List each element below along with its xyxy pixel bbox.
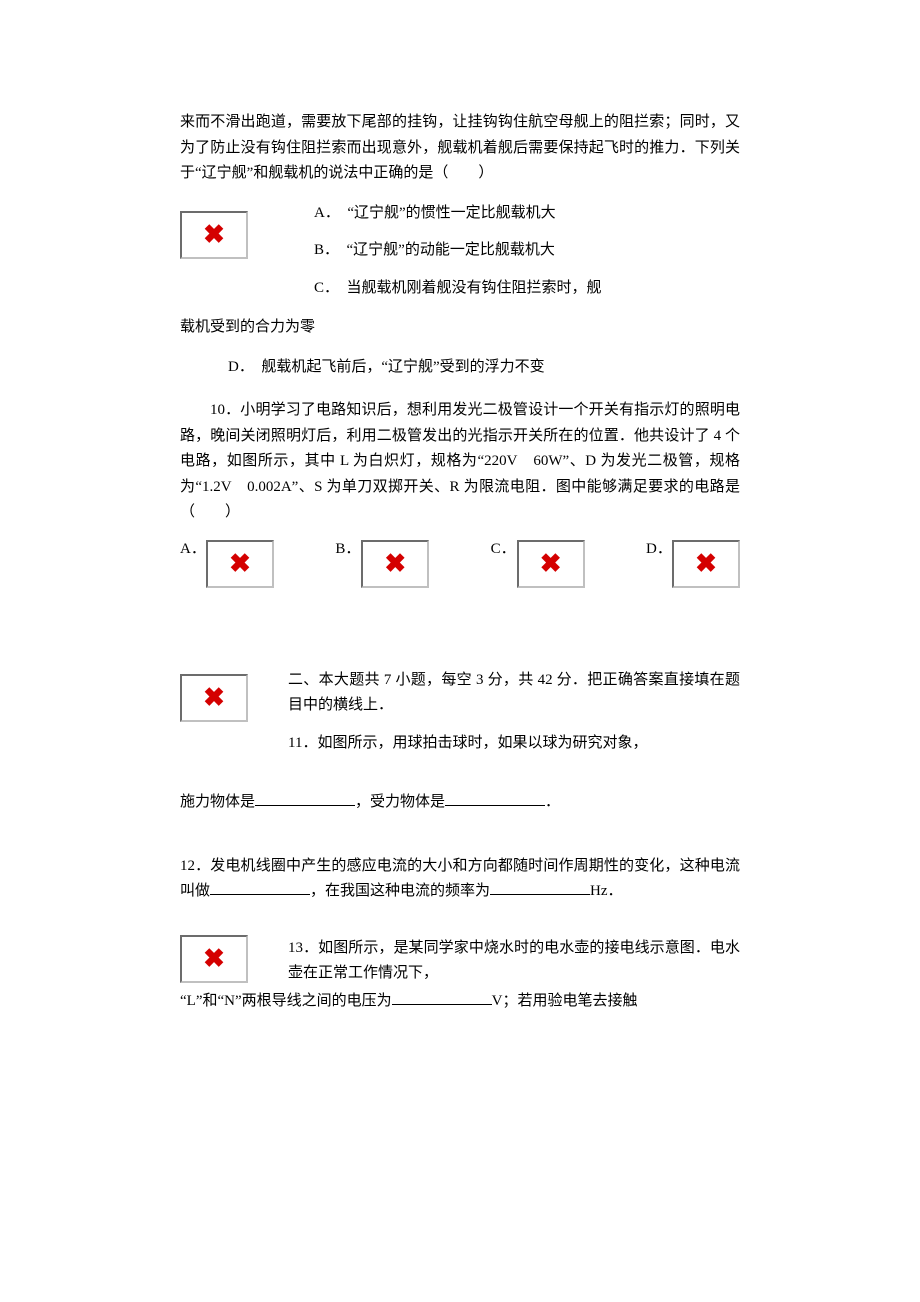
- q12-text-c: Hz．: [590, 883, 623, 899]
- q13-block: 13．如图所示，是某同学家中烧水时的电水壶的接电线示意图．电水壶在正常工作情况下…: [180, 935, 740, 987]
- q13-text-a: “L”和“N”两根导线之间的电压为: [180, 993, 392, 1009]
- exam-page: 来而不滑出跑道，需要放下尾部的挂钩，让挂钩钩住航空母舰上的阻拦索；同时，又为了防…: [0, 0, 920, 1302]
- section2-intro-block: 二、本大题共 7 小题，每空 3 分，共 42 分．把正确答案直接填在题目中的横…: [180, 668, 740, 757]
- section2-title: 二、本大题共 7 小题，每空 3 分，共 42 分．把正确答案直接填在题目中的横…: [288, 668, 740, 719]
- broken-image-icon: [361, 540, 429, 588]
- q12-blank-1: [210, 879, 310, 895]
- q9-figure: [180, 211, 248, 259]
- q13-text-b: V；若用验电笔去接触: [492, 993, 638, 1009]
- q9-figure-options: A． “辽宁舰”的惯性一定比舰载机大 B． “辽宁舰”的动能一定比舰载机大 C．…: [180, 201, 740, 314]
- q10-label-c: C．: [491, 540, 511, 560]
- q9-option-b: B． “辽宁舰”的动能一定比舰载机大: [284, 238, 740, 264]
- q10-label-d: D．: [646, 540, 666, 560]
- q11-text-b: ，受力物体是: [355, 794, 445, 810]
- broken-image-icon: [180, 674, 248, 722]
- q13-figure: [180, 935, 248, 983]
- q10-options: A． B． C． D．: [180, 540, 740, 588]
- broken-image-icon: [672, 540, 740, 588]
- broken-image-icon: [180, 935, 248, 983]
- q9-option-a: A． “辽宁舰”的惯性一定比舰载机大: [284, 201, 740, 227]
- section2-intro-text: 二、本大题共 7 小题，每空 3 分，共 42 分．把正确答案直接填在题目中的横…: [288, 668, 740, 757]
- q10-stem: 10．小明学习了电路知识后，想利用发光二极管设计一个开关有指示灯的照明电路，晚间…: [180, 398, 740, 526]
- broken-image-icon: [517, 540, 585, 588]
- q10-option-c: C．: [491, 540, 585, 588]
- q10-label-a: A．: [180, 540, 200, 560]
- q11-lead: 11．如图所示，用球拍击球时，如果以球为研究对象，: [288, 731, 740, 757]
- q11-figure: [180, 674, 248, 722]
- q11-text-c: ．: [545, 794, 560, 810]
- q9-stem-continued: 来而不滑出跑道，需要放下尾部的挂钩，让挂钩钩住航空母舰上的阻拦索；同时，又为了防…: [180, 110, 740, 187]
- q13-line2: “L”和“N”两根导线之间的电压为 V；若用验电笔去接触: [180, 989, 740, 1015]
- q13-text: 13．如图所示，是某同学家中烧水时的电水壶的接电线示意图．电水壶在正常工作情况下…: [288, 936, 740, 987]
- q9-option-d: D． 舰载机起飞前后，“辽宁舰”受到的浮力不变: [180, 355, 740, 381]
- q9-options-abc: A． “辽宁舰”的惯性一定比舰载机大 B． “辽宁舰”的动能一定比舰载机大 C．…: [284, 201, 740, 314]
- q12-blank-2: [490, 879, 590, 895]
- q12-line: 12．发电机线圈中产生的感应电流的大小和方向都随时间作周期性的变化，这种电流叫做…: [180, 854, 740, 905]
- q10-option-d: D．: [646, 540, 740, 588]
- q9-option-c-part2: 载机受到的合力为零: [180, 315, 740, 341]
- q11-text-a: 施力物体是: [180, 794, 255, 810]
- q10-option-a: A．: [180, 540, 274, 588]
- broken-image-icon: [206, 540, 274, 588]
- q13-line1: 13．如图所示，是某同学家中烧水时的电水壶的接电线示意图．电水壶在正常工作情况下…: [288, 936, 740, 987]
- broken-image-icon: [180, 211, 248, 259]
- q11-fill-line: 施力物体是 ，受力物体是 ．: [180, 790, 740, 816]
- q10-option-b: B．: [335, 540, 429, 588]
- q12-text-b: ，在我国这种电流的频率为: [310, 883, 490, 899]
- q9-option-c-part1: C． 当舰载机刚着舰没有钩住阻拦索时，舰: [284, 276, 740, 302]
- q13-blank-1: [392, 989, 492, 1005]
- q11-blank-1: [255, 790, 355, 806]
- q11-blank-2: [445, 790, 545, 806]
- q10-label-b: B．: [335, 540, 355, 560]
